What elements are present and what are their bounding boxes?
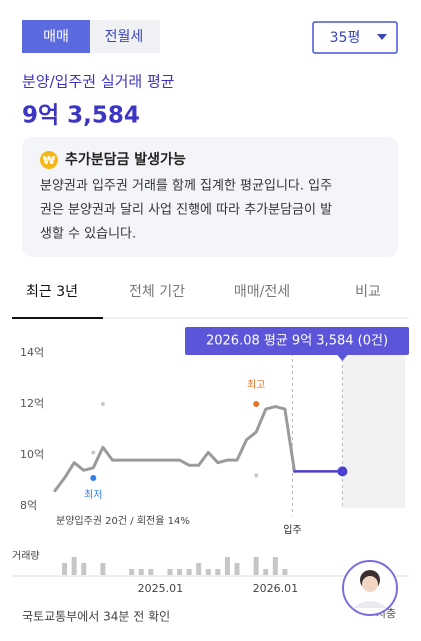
x-tick-label: 2025.01 [138,582,184,595]
size-select[interactable] [312,21,398,54]
volume-label: 거래량 [12,550,40,562]
tooltip-pointer [337,355,348,361]
notice-line: 생할 수 있습니다. [40,227,136,242]
volume-bar [186,569,192,575]
volume-bar [253,557,259,575]
volume-bar [263,569,269,575]
dropdown-arrow [377,34,387,40]
volume-bar [177,569,183,575]
volume-bar [148,569,154,575]
avatar-body [353,601,387,608]
y-tick-label: 10억 [20,448,44,461]
volume-bar [81,563,87,575]
notice-title: 추가분담금 발생가능 [65,151,186,168]
series-line [53,405,296,493]
annotation-dot [90,474,97,481]
volume-bar [100,563,106,575]
period-tab[interactable]: 매매/전세 [234,284,290,300]
notice-icon-text: ₩ [43,154,55,167]
y-tick-label: 14억 [20,346,44,359]
volume-bar [167,569,173,575]
y-tick-label: 12억 [20,397,44,410]
avatar-face [362,576,378,592]
annotation-dot [253,401,260,407]
x-tick-label: 2026.01 [253,582,299,595]
summary-value: 9억 3,584 [22,103,140,129]
tooltip-text: 2026.08 평균 9억 3,584 (0건) [206,334,388,349]
annotation-label: 최저 [84,489,102,501]
summary-label: 분양/입주권 실거래 평균 [22,73,175,91]
y-tick-label: 8억 [20,499,37,512]
chart-note: 분양입주권 20건 / 회전율 14% [56,514,190,527]
footer-source: 국토교통부에서 34분 전 확인 [22,610,170,624]
volume-bar [138,569,144,575]
trade-dot [100,402,105,406]
period-tab[interactable]: 최근 3년 [26,284,78,300]
notice-icon [40,151,58,169]
volume-bar [215,569,221,575]
segment-tab[interactable]: 전월세 [105,29,144,45]
tooltip-box [185,327,409,355]
future-shade [342,353,405,508]
volume-bar [129,569,135,575]
volume-bar [196,563,202,575]
current-point [337,466,348,477]
volume-bar [282,569,288,575]
annotation-label: 최고 [247,379,265,391]
period-tab[interactable]: 전체 기간 [129,284,185,300]
volume-bar [62,563,68,575]
volume-bar [234,563,240,575]
trade-dot [91,450,96,455]
segment-tab[interactable]: 매매 [43,29,69,45]
size-select-label[interactable]: 35평 [330,30,361,46]
segment-selected[interactable] [22,20,90,53]
notice-box [22,137,398,257]
move-in-label: 입주 [283,523,301,536]
volume-bar [71,557,77,575]
volume-bar [272,557,278,575]
volume-bar [205,569,211,575]
notice-line: 분양권과 입주권 거래를 함께 집계한 평균입니다. 입주 [40,179,332,194]
period-tab[interactable]: 비교 [355,284,381,300]
trade-dot [254,473,259,478]
volume-bar [224,557,230,575]
notice-line: 권은 분양권과 달리 사업 진행에 따라 추가분담금이 발 [40,202,332,218]
